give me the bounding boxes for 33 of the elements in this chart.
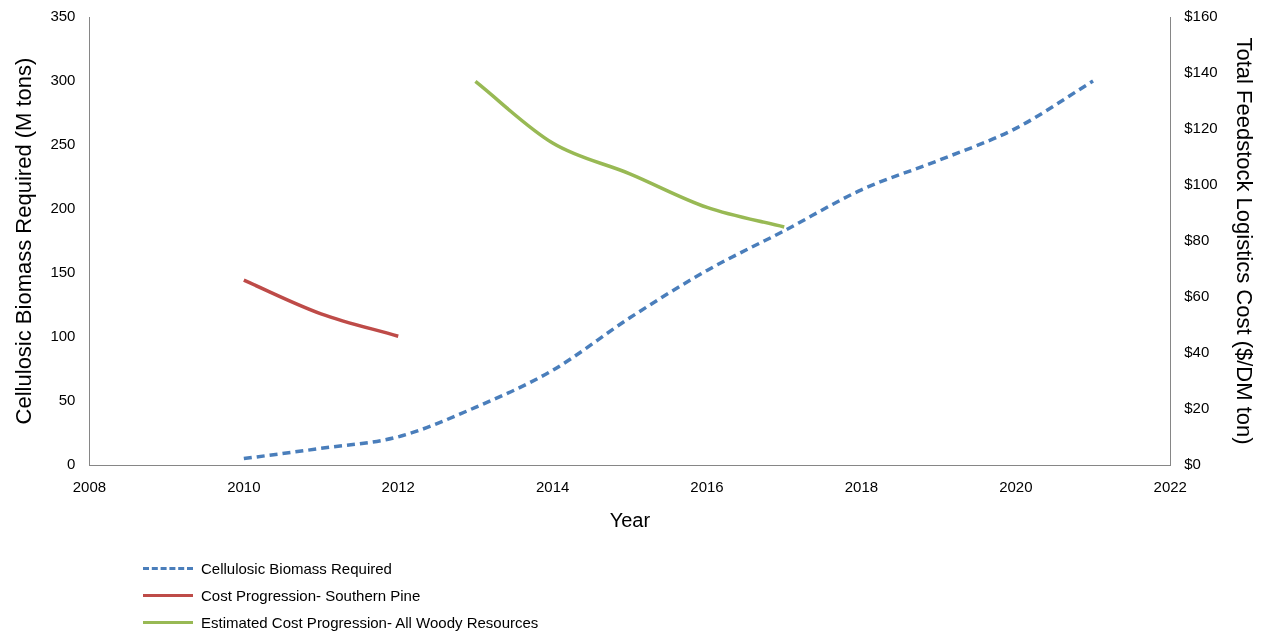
x-tick-label: 2010 xyxy=(227,478,261,496)
y-tick-label: 200 xyxy=(50,199,76,217)
x-tick-label: 2014 xyxy=(535,478,570,496)
y2-tick-label: $40 xyxy=(1184,343,1210,361)
y-tick-label: 0 xyxy=(67,455,76,473)
legend-label: Cost Progression- Southern Pine xyxy=(201,586,421,604)
y-tick-label: 50 xyxy=(58,391,76,409)
y-tick-label: 300 xyxy=(50,71,76,89)
y2-tick-label: $80 xyxy=(1184,231,1210,249)
y-tick-label: 150 xyxy=(50,263,76,281)
y-tick-label: 350 xyxy=(50,7,76,25)
x-tick-label: 2012 xyxy=(381,478,415,496)
line-series xyxy=(473,79,786,229)
x-tick-label: 2008 xyxy=(72,478,107,496)
line-series xyxy=(242,79,1095,461)
y-tick-label: 250 xyxy=(50,135,76,153)
y2-tick-label: $20 xyxy=(1184,399,1210,417)
x-axis-title: Year xyxy=(609,508,651,531)
legend-label: Cellulosic Biomass Required xyxy=(201,559,392,577)
y2-tick-label: $160 xyxy=(1184,7,1218,25)
y2-tick-label: $140 xyxy=(1184,63,1218,81)
y2-tick-label: $60 xyxy=(1184,287,1210,305)
x-tick-label: 2022 xyxy=(1153,478,1187,496)
x-tick-label: 2018 xyxy=(844,478,879,496)
y2-tick-label: $120 xyxy=(1184,119,1218,137)
y-tick-label: 100 xyxy=(50,327,76,345)
legend-label: Estimated Cost Progression- All Woody Resources xyxy=(201,613,539,631)
y2-tick-label: $0 xyxy=(1184,455,1201,473)
y2-axis-title: Total Feedstock Logistics Cost ($/DM ton) xyxy=(1231,37,1257,445)
y2-tick-label: $100 xyxy=(1184,175,1218,193)
x-tick-label: 2020 xyxy=(999,478,1033,496)
y-axis-title: Cellulosic Biomass Required (M tons) xyxy=(11,57,37,425)
x-tick-label: 2016 xyxy=(690,478,724,496)
